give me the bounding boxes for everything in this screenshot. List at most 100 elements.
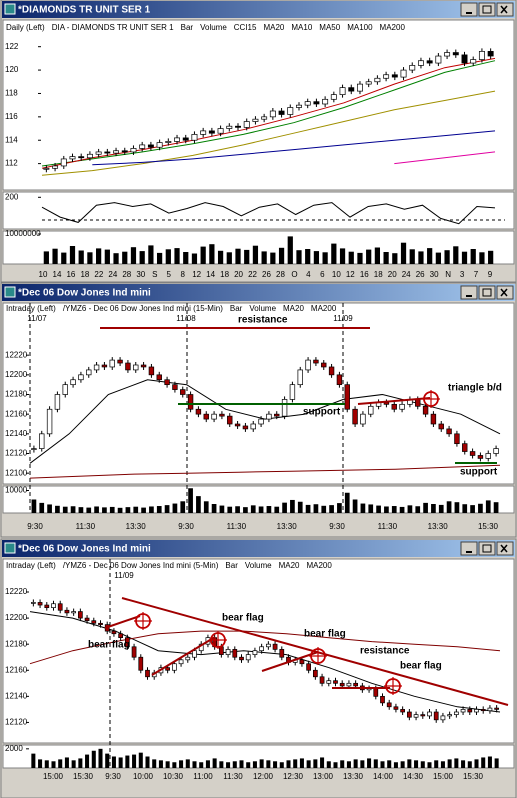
- volume-bar: [488, 250, 494, 264]
- candle: [462, 443, 468, 452]
- volume-bar: [286, 760, 291, 768]
- volume-bar: [191, 253, 198, 264]
- button-min[interactable]: [460, 2, 478, 17]
- volume-bar: [474, 759, 479, 768]
- volume-bar: [340, 760, 345, 768]
- x-tick-label: 9:30: [27, 522, 43, 531]
- trendline: [104, 615, 141, 629]
- candle: [78, 156, 85, 159]
- volume-bar: [322, 252, 328, 264]
- button-close[interactable]: [496, 2, 514, 17]
- volume-bar: [102, 507, 107, 513]
- candle: [98, 622, 103, 625]
- volume-bar: [266, 506, 272, 513]
- button-max[interactable]: [478, 285, 496, 300]
- candle: [467, 709, 473, 713]
- candle: [64, 609, 70, 614]
- volume-bar: [156, 506, 162, 513]
- volume-bar: [219, 505, 225, 513]
- candle: [91, 620, 97, 624]
- candle: [400, 69, 407, 78]
- candle: [447, 714, 453, 717]
- x-tick-label: 6: [320, 270, 325, 279]
- candle: [493, 448, 499, 454]
- candle: [278, 110, 285, 115]
- candle: [235, 125, 241, 128]
- volume-bar: [258, 506, 264, 513]
- volume-bar: [447, 759, 452, 768]
- button-min[interactable]: [460, 285, 478, 300]
- volume-bar: [313, 759, 318, 768]
- annotation: bear flag: [88, 640, 130, 651]
- button-close[interactable]: [496, 541, 514, 556]
- button-max[interactable]: [478, 541, 496, 556]
- candle: [182, 137, 189, 141]
- candle: [239, 656, 244, 661]
- candle: [195, 408, 202, 415]
- volume-bar: [279, 762, 284, 768]
- volume-bar: [440, 761, 445, 768]
- candle: [357, 83, 363, 92]
- y-tick-label: 12160: [5, 409, 28, 418]
- candle: [380, 695, 385, 704]
- ma-line: [92, 130, 496, 166]
- volume-bar: [109, 506, 115, 513]
- volume-bar: [246, 762, 251, 768]
- button-close[interactable]: [496, 285, 514, 300]
- y-tick-label: 12200: [5, 370, 28, 379]
- volume-bar: [172, 503, 178, 513]
- candle: [93, 364, 100, 371]
- candle: [391, 403, 397, 410]
- candle: [86, 153, 93, 159]
- candle: [101, 364, 108, 368]
- candle: [113, 150, 120, 154]
- candle: [454, 433, 460, 445]
- volume-bar: [244, 249, 250, 264]
- volume-bar: [290, 499, 295, 513]
- header-item: MA200: [311, 304, 337, 313]
- x-tick-label: 15:30: [463, 772, 484, 781]
- breakout-marker: [384, 677, 402, 695]
- volume-bar: [407, 505, 413, 513]
- x-tick-label: 10:30: [163, 772, 184, 781]
- candle: [435, 55, 442, 64]
- volume-bar: [180, 501, 186, 513]
- candle: [328, 366, 335, 376]
- volume-bar: [243, 507, 248, 513]
- volume-bar: [31, 499, 37, 513]
- volume-bar: [31, 753, 36, 768]
- volume-bar: [479, 252, 485, 264]
- candle: [30, 602, 36, 604]
- button-max[interactable]: [478, 2, 496, 17]
- candle: [444, 52, 451, 57]
- ma-line: [29, 464, 501, 479]
- candle: [203, 413, 209, 420]
- volume-bar: [273, 761, 278, 768]
- volume-bar: [55, 505, 60, 513]
- candle: [305, 359, 311, 371]
- volume-bar: [478, 503, 483, 513]
- x-tick-label: 9:30: [105, 772, 121, 781]
- candle: [130, 148, 137, 153]
- candle: [427, 711, 432, 717]
- volume-bar: [454, 758, 459, 768]
- candle: [400, 709, 406, 713]
- candle: [438, 423, 444, 430]
- candle: [225, 649, 231, 655]
- volume-bar: [252, 245, 259, 264]
- candle: [117, 359, 123, 364]
- volume-bar: [266, 760, 271, 768]
- volume-bar: [313, 251, 320, 264]
- candle: [360, 413, 366, 425]
- y-tick-label: 118: [5, 89, 18, 98]
- volume-bar: [212, 758, 217, 768]
- candle: [258, 418, 264, 425]
- button-min[interactable]: [460, 541, 478, 556]
- volume-bar: [200, 246, 206, 264]
- candle: [299, 659, 305, 665]
- ma-line: [41, 57, 496, 169]
- candle: [269, 110, 276, 118]
- volume-bar: [227, 506, 233, 513]
- candle: [62, 384, 68, 395]
